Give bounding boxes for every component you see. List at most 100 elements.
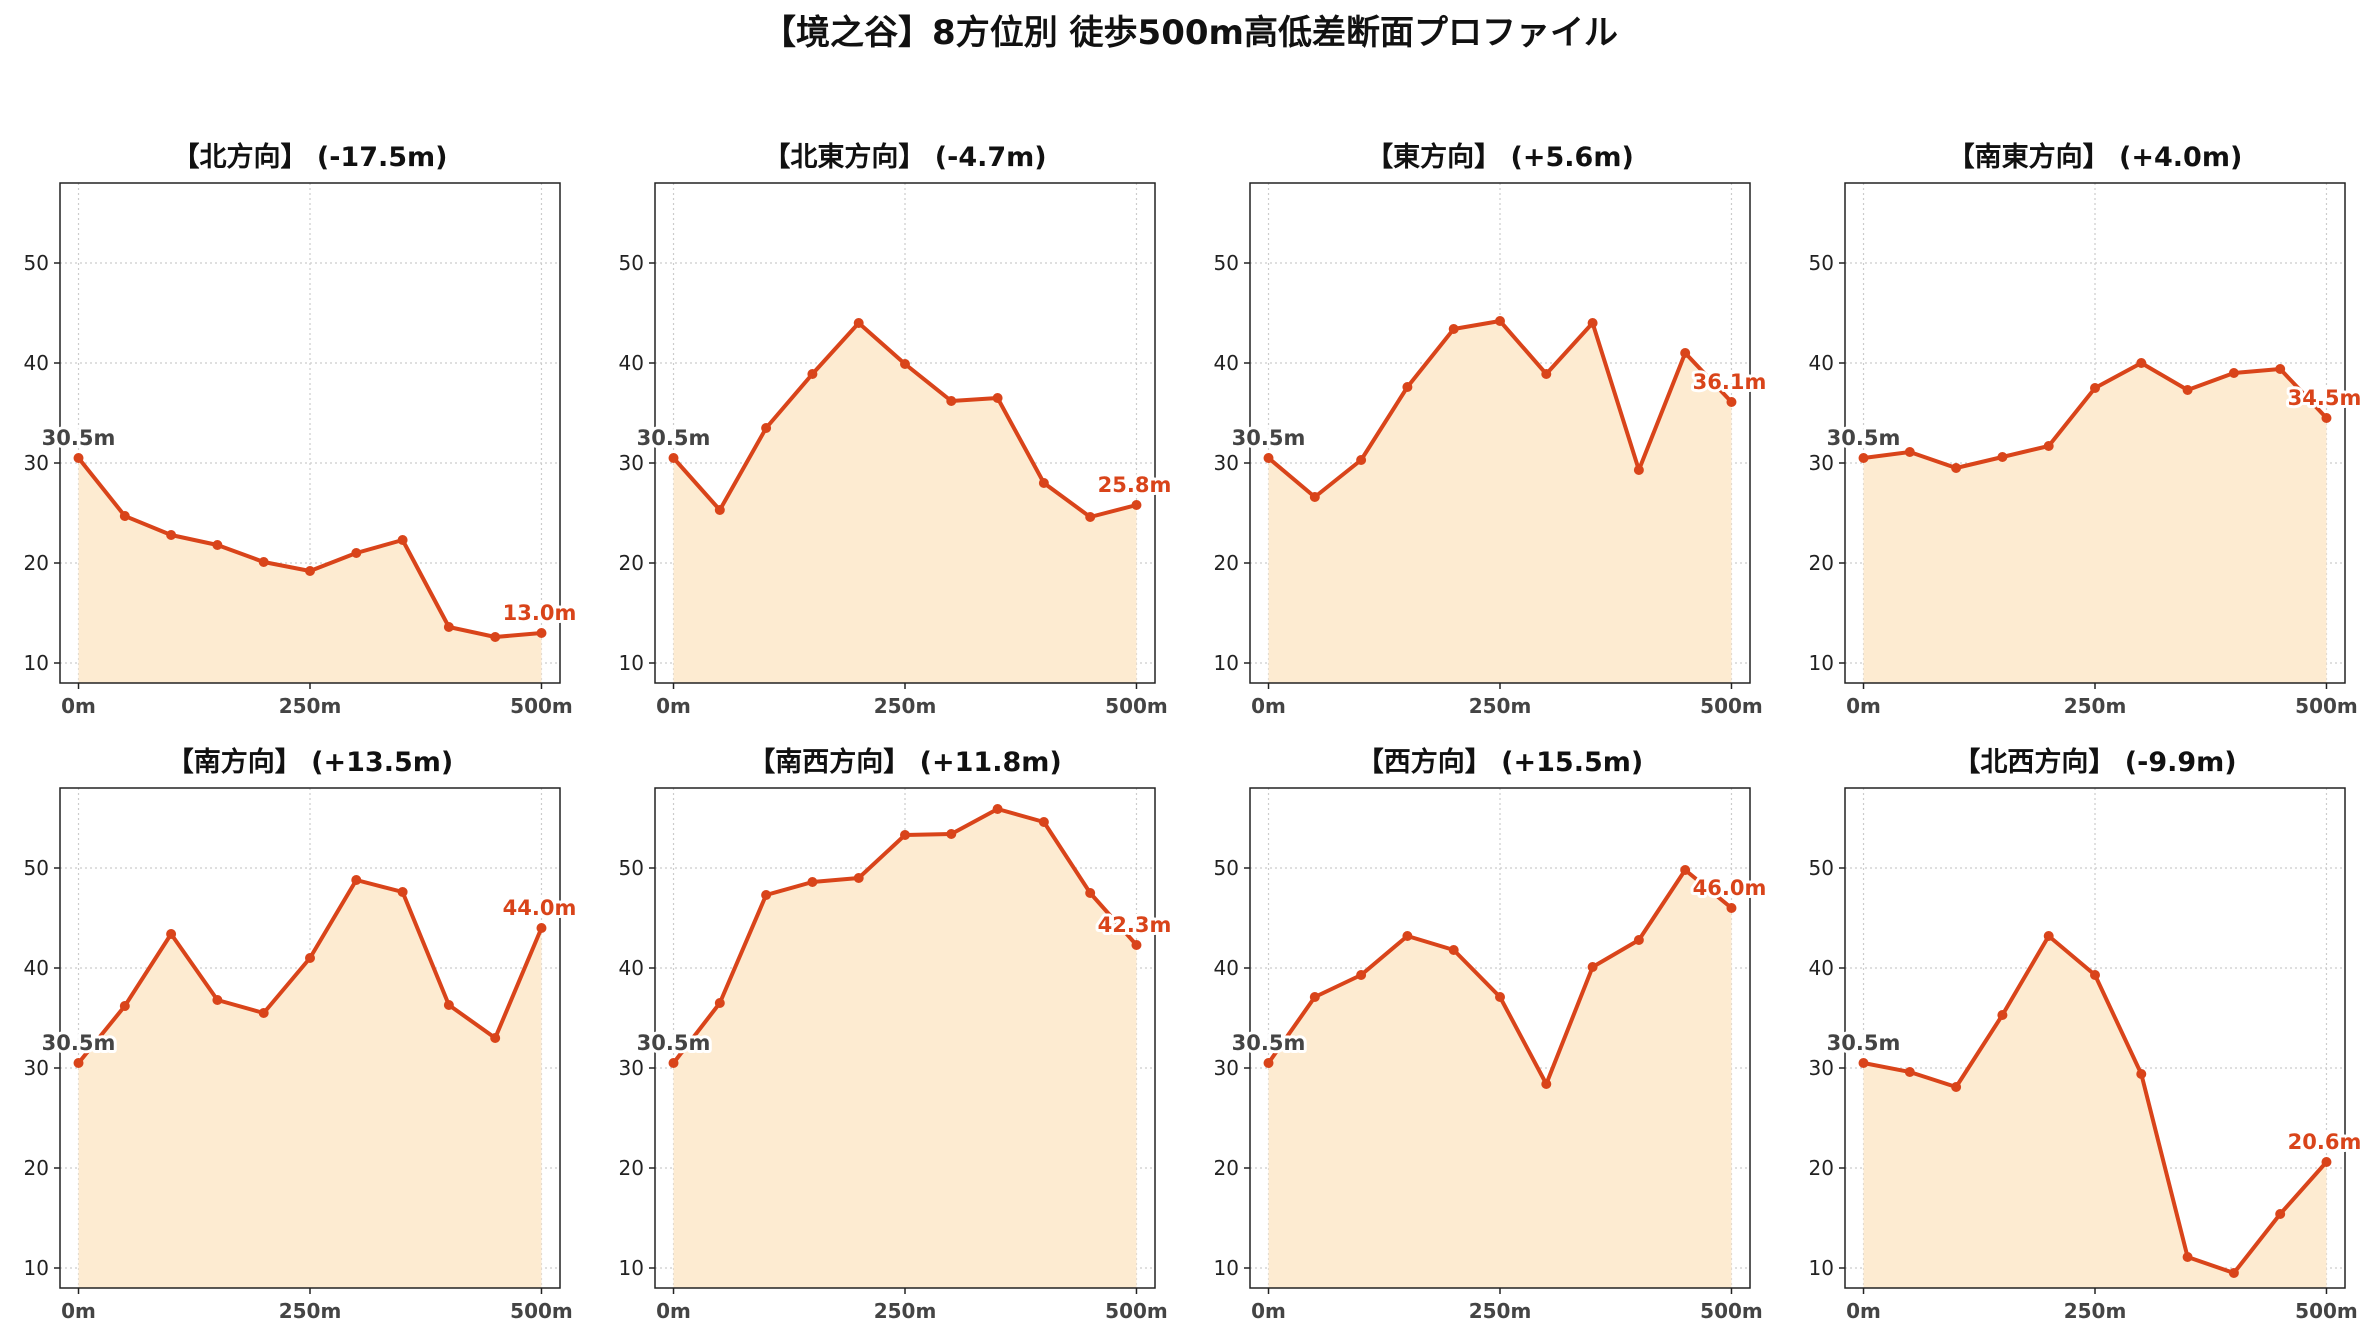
data-point [1680,865,1691,875]
data-point [2090,383,2100,393]
y-tick-label: 30 [1809,1056,1834,1080]
end-value-label: 20.6m [2288,1130,2362,1154]
data-point [119,1001,130,1011]
data-point [1263,453,1274,463]
data-point [166,530,177,540]
data-point [1904,1067,1915,1077]
area-fill [78,458,542,683]
data-point [992,393,1003,403]
y-tick-label: 40 [1214,956,1239,980]
x-tick-label: 500m [1105,694,1168,718]
y-tick-label: 50 [1214,251,1239,275]
y-tick-label: 30 [1809,451,1834,475]
data-point [2275,1209,2286,1219]
y-tick-label: 40 [24,956,49,980]
y-tick-label: 20 [1809,551,1834,575]
y-tick-label: 10 [24,1256,49,1280]
y-tick-label: 30 [619,1056,644,1080]
data-point [1997,452,2008,462]
y-tick-label: 50 [619,251,644,275]
y-tick-label: 10 [619,651,644,675]
figure-title: 【境之谷】8方位別 徒歩500m高低差断面プロファイル [762,13,1618,53]
start-value-label: 30.5m [637,1031,711,1055]
data-point [1495,316,1505,326]
y-tick-label: 20 [24,551,49,575]
x-tick-label: 0m [1251,1299,1286,1323]
end-value-label: 13.0m [503,601,577,625]
data-point [305,566,315,576]
subplot-title: 【南方向】 (+13.5m) [167,746,453,778]
start-value-label: 30.5m [1232,1031,1306,1055]
data-point [1858,453,1869,463]
x-tick-label: 250m [2064,1299,2127,1323]
data-point [946,829,957,839]
data-point [992,804,1003,814]
data-point [1448,324,1459,334]
end-value-label: 25.8m [1098,473,1172,497]
data-point [2043,441,2054,451]
data-point [1038,817,1049,827]
area-fill [1268,870,1732,1288]
end-value-label: 46.0m [1693,876,1767,900]
x-tick-label: 500m [510,1299,573,1323]
data-point [2275,364,2286,374]
y-tick-label: 20 [619,1156,644,1180]
data-point [2136,358,2147,368]
area-fill [1268,321,1732,683]
data-point [443,1000,454,1010]
y-tick-label: 40 [619,351,644,375]
y-tick-label: 50 [24,251,49,275]
data-point [443,622,454,632]
y-tick-label: 20 [619,551,644,575]
data-point [1858,1058,1869,1068]
y-tick-label: 30 [619,451,644,475]
data-point [212,995,223,1005]
y-tick-label: 20 [1214,1156,1239,1180]
y-tick-label: 40 [24,351,49,375]
data-point [1448,945,1459,955]
data-point [668,1058,679,1068]
data-point [1309,992,1320,1002]
subplot-title: 【西方向】 (+15.5m) [1357,746,1643,778]
data-point [1402,382,1413,392]
data-point [258,1008,269,1018]
data-point [1038,478,1049,488]
area-fill [673,809,1137,1288]
subplot-title: 【南東方向】 (+4.0m) [1948,141,2243,173]
start-value-label: 30.5m [42,1031,116,1055]
x-tick-label: 0m [1846,1299,1881,1323]
area-fill [78,880,542,1288]
x-tick-label: 250m [874,694,937,718]
subplot-title: 【北西方向】 (-9.9m) [1953,746,2236,778]
x-tick-label: 500m [2295,694,2358,718]
y-tick-label: 50 [1809,856,1834,880]
x-tick-label: 500m [1700,1299,1763,1323]
y-tick-label: 20 [24,1156,49,1180]
data-point [1541,1079,1552,1089]
end-value-label: 44.0m [503,896,577,920]
data-point [258,557,269,567]
x-tick-label: 500m [510,694,573,718]
x-tick-label: 0m [61,694,96,718]
data-point [1951,1082,1962,1092]
data-point [1495,992,1505,1002]
subplot-title: 【北東方向】 (-4.7m) [763,141,1046,173]
data-point [714,505,725,515]
area-fill [673,323,1137,683]
end-value-label: 42.3m [1098,913,1172,937]
x-tick-label: 500m [2295,1299,2358,1323]
data-point [1085,512,1096,522]
data-point [1904,447,1915,457]
data-point [166,929,177,939]
data-point [351,875,362,885]
data-point [1726,903,1737,913]
start-value-label: 30.5m [1827,1031,1901,1055]
